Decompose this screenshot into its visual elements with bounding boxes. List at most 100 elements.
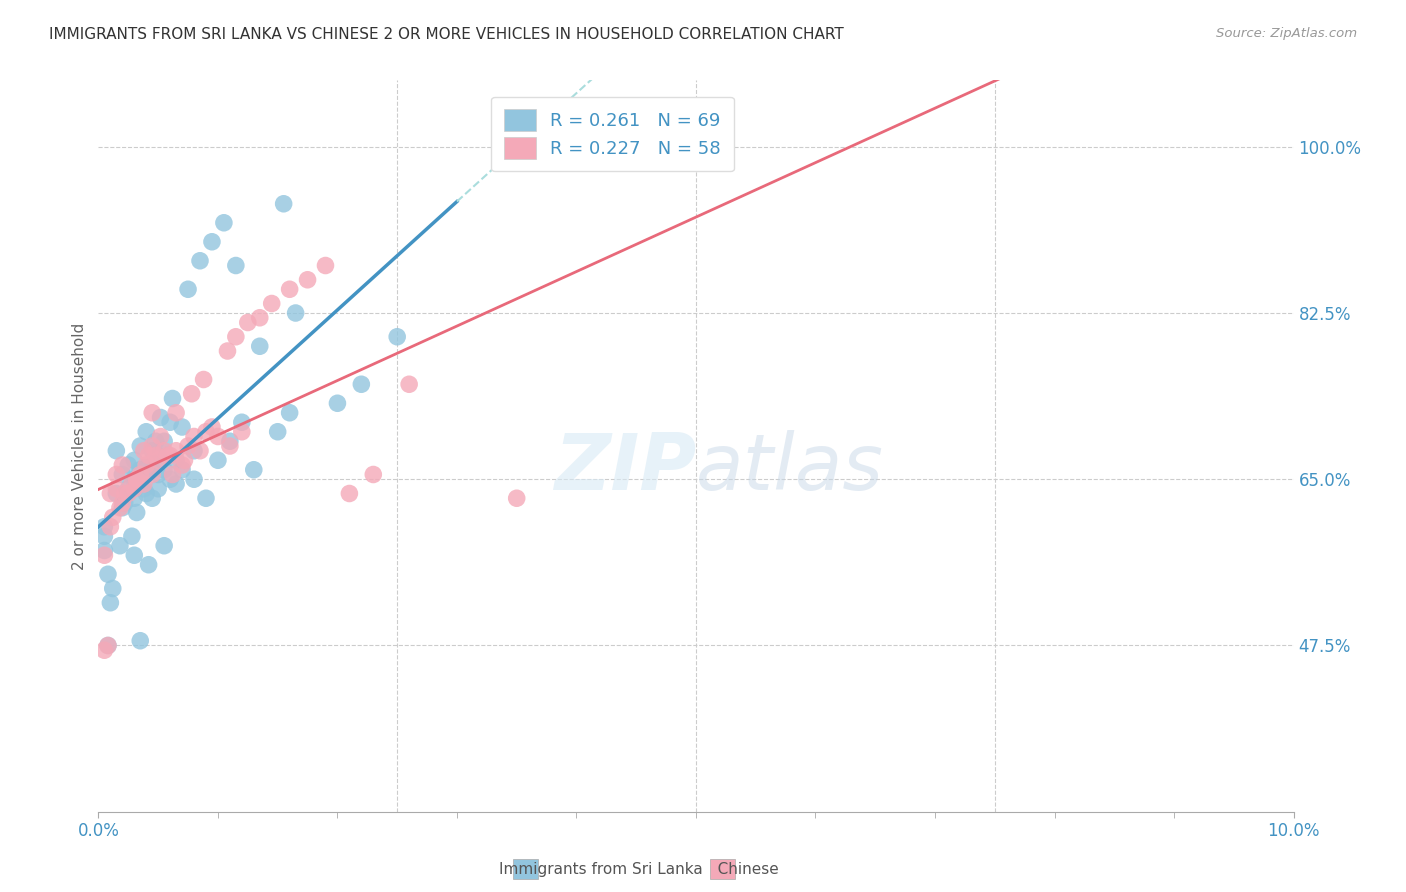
Point [153, 463, 176, 477]
Point [129, 439, 152, 453]
Point [149, 410, 172, 425]
Point [124, 491, 146, 506]
Point [350, 377, 373, 392]
Point [148, 467, 170, 482]
Point [124, 472, 146, 486]
Point [183, 472, 205, 486]
Point [339, 486, 361, 500]
Point [129, 463, 152, 477]
Point [159, 472, 181, 486]
Point [506, 491, 529, 506]
Point [148, 482, 170, 496]
Point [93, 643, 115, 657]
Point [111, 467, 134, 482]
Point [188, 443, 211, 458]
Point [129, 467, 152, 482]
Point [153, 443, 176, 458]
Point [207, 453, 229, 467]
Point [162, 467, 184, 482]
Point [97, 639, 120, 653]
Point [121, 477, 143, 491]
Point [183, 429, 205, 443]
Point [141, 406, 163, 420]
Point [219, 434, 242, 449]
Point [129, 477, 152, 491]
Point [111, 496, 134, 510]
Point [97, 567, 120, 582]
Point [195, 491, 218, 506]
Point [93, 548, 115, 562]
Text: Immigrants from Sri Lanka: Immigrants from Sri Lanka [499, 863, 703, 877]
Point [231, 425, 253, 439]
Text: Chinese: Chinese [703, 863, 779, 877]
Point [284, 306, 307, 320]
Point [165, 477, 187, 491]
Point [124, 548, 146, 562]
Point [114, 486, 136, 500]
Point [231, 415, 253, 429]
Point [97, 639, 120, 653]
Point [165, 406, 187, 420]
Point [98, 596, 122, 610]
Point [129, 633, 152, 648]
Point [141, 443, 163, 458]
Point [108, 500, 131, 515]
Point [148, 449, 170, 463]
Point [149, 429, 172, 443]
Point [124, 482, 146, 496]
Point [145, 449, 167, 463]
Point [165, 443, 187, 458]
Point [385, 330, 409, 344]
Point [93, 543, 115, 558]
Point [111, 500, 134, 515]
Text: Source: ZipAtlas.com: Source: ZipAtlas.com [1216, 27, 1357, 40]
Point [132, 482, 155, 496]
Point [101, 510, 124, 524]
Text: IMMIGRANTS FROM SRI LANKA VS CHINESE 2 OR MORE VEHICLES IN HOUSEHOLD CORRELATION: IMMIGRANTS FROM SRI LANKA VS CHINESE 2 O… [49, 27, 844, 42]
Point [153, 434, 176, 449]
Point [108, 539, 131, 553]
Point [249, 310, 271, 325]
Point [363, 467, 385, 482]
Point [195, 425, 218, 439]
Point [219, 439, 242, 453]
Y-axis label: 2 or more Vehicles in Household: 2 or more Vehicles in Household [72, 322, 87, 570]
Point [114, 496, 136, 510]
Point [141, 467, 163, 482]
Point [148, 453, 170, 467]
Point [172, 458, 194, 472]
Point [135, 425, 157, 439]
Point [177, 439, 200, 453]
Point [278, 282, 301, 296]
Point [183, 443, 205, 458]
Point [159, 415, 181, 429]
Point [124, 453, 146, 467]
Point [101, 582, 124, 596]
Point [135, 467, 157, 482]
Text: ZIP: ZIP [554, 430, 696, 506]
Point [93, 520, 115, 534]
Point [153, 539, 176, 553]
Point [180, 386, 202, 401]
Point [117, 486, 139, 500]
Point [156, 449, 179, 463]
Point [105, 482, 128, 496]
Point [177, 282, 200, 296]
Point [315, 259, 337, 273]
Point [145, 434, 167, 449]
Point [243, 463, 266, 477]
Point [188, 253, 211, 268]
Point [105, 486, 128, 500]
Point [260, 296, 283, 310]
Text: atlas: atlas [696, 430, 884, 506]
Point [135, 486, 157, 500]
Point [172, 420, 194, 434]
Point [173, 453, 195, 467]
Point [125, 472, 148, 486]
Point [207, 429, 229, 443]
Point [326, 396, 349, 410]
Point [165, 453, 187, 467]
Point [398, 377, 420, 392]
Point [98, 486, 122, 500]
Point [225, 330, 247, 344]
